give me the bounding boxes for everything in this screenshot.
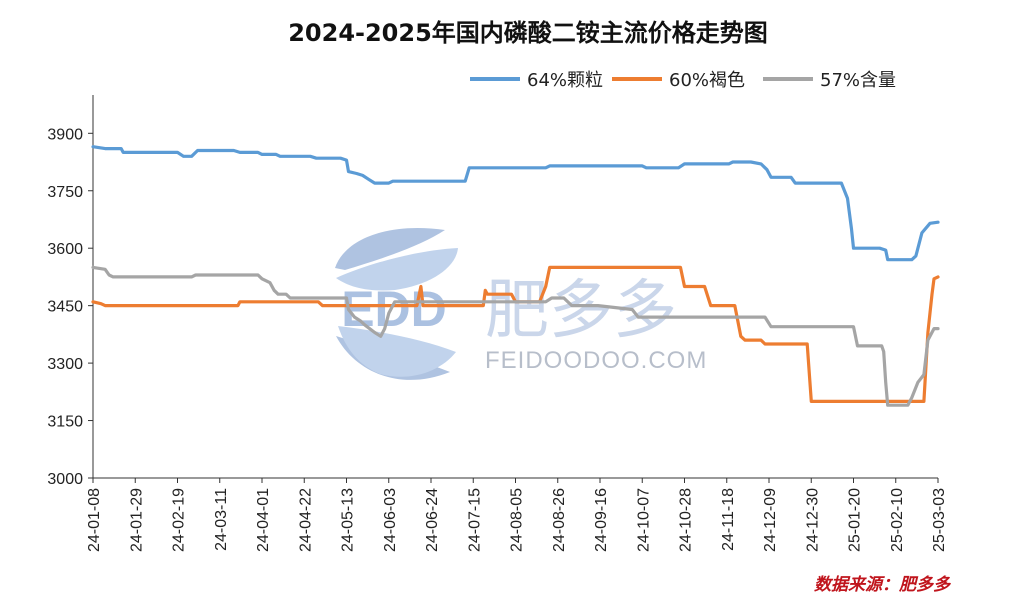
watermark-logo-icon — [335, 227, 458, 380]
x-tick-label: 24-11-18 — [720, 488, 737, 551]
y-tick-label: 3150 — [47, 414, 83, 431]
x-tick-label: 24-12-09 — [762, 488, 779, 552]
series-line-2 — [91, 265, 940, 403]
y-tick-label: 3900 — [47, 126, 83, 143]
watermark-brand: 肥多多 — [485, 274, 677, 348]
x-tick-label: 24-04-22 — [297, 488, 314, 552]
legend: 64%颗粒 60%褐色 57%含量 — [470, 70, 896, 91]
chart-title: 2024-2025年国内磷酸二铵主流价格走势图 — [288, 19, 768, 47]
x-tick-label: 24-02-19 — [171, 488, 188, 552]
x-tick-label: 24-08-05 — [509, 488, 526, 552]
x-tick-label: 24-01-29 — [128, 488, 145, 552]
y-tick-label: 3600 — [47, 241, 83, 258]
y-tick-label: 3450 — [47, 299, 83, 316]
x-tick-label: 24-01-08 — [86, 488, 103, 552]
x-tick-label: 25-01-20 — [847, 488, 864, 552]
legend-label-1: 64%颗粒 — [527, 70, 603, 91]
data-source: 数据来源：肥多多 — [814, 575, 952, 595]
x-tick-label: 24-04-01 — [255, 488, 272, 552]
x-tick-label: 24-12-30 — [804, 488, 821, 552]
y-tick-label: 3300 — [47, 356, 83, 373]
axes: 3000 3150 3300 3450 3600 3750 3900 24-01-08 24-0… — [47, 95, 948, 552]
x-tick-label: 24-07-15 — [466, 488, 483, 552]
legend-label-2: 60%褐色 — [669, 70, 745, 91]
x-tick-label: 24-06-24 — [424, 488, 441, 552]
y-tick-label: 3750 — [47, 184, 83, 201]
x-tick-label: 24-10-07 — [635, 488, 652, 552]
x-tick-label: 24-05-13 — [340, 488, 357, 552]
x-tick-label: 25-02-10 — [889, 488, 906, 552]
watermark-logo-text: EDD — [341, 281, 447, 337]
legend-label-3: 57%含量 — [820, 70, 896, 91]
series-line-1 — [91, 145, 940, 262]
series-layer — [91, 145, 940, 407]
x-tick-label: 24-08-26 — [551, 488, 568, 552]
x-tick-label: 24-10-28 — [678, 488, 695, 552]
series-line-3 — [91, 265, 940, 407]
x-tick-label: 25-03-03 — [931, 488, 948, 552]
y-tick-label: 3000 — [47, 471, 83, 488]
watermark-site: FEIDOODOO.COM — [485, 347, 707, 374]
x-tick-label: 24-03-11 — [213, 488, 230, 551]
x-tick-label: 24-06-03 — [382, 488, 399, 552]
x-tick-label: 24-09-16 — [593, 488, 610, 552]
watermark: EDD 肥多多 FEIDOODOO.COM — [335, 227, 707, 380]
